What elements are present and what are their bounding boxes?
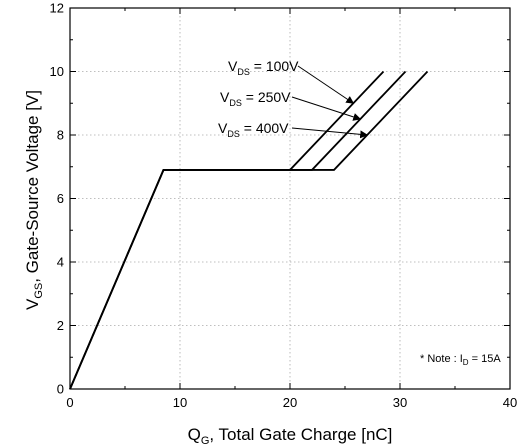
y-axis-title: VGS, Gate-Source Voltage [V]	[23, 90, 45, 310]
y-tick-label: 10	[50, 64, 64, 79]
x-tick-label: 30	[393, 395, 407, 410]
x-tick-label: 40	[503, 395, 517, 410]
y-tick-label: 4	[57, 255, 64, 270]
annotation-arrows	[291, 65, 369, 139]
y-tick-label: 2	[57, 318, 64, 333]
y-tick-label: 8	[57, 128, 64, 143]
annotation-vds-400: VDS = 400V	[218, 120, 289, 139]
y-tick-label: 12	[50, 1, 64, 16]
annotation-arrow-0	[297, 65, 355, 104]
series-line-2	[69, 70, 429, 390]
x-tick-label: 10	[173, 395, 187, 410]
annotation-vds-250: VDS = 250V	[220, 89, 291, 108]
x-axis-title: QG, Total Gate Charge [nC]	[188, 425, 393, 446]
annotation-arrow-1	[291, 96, 362, 121]
y-tick-labels: 0 2 4 6 8 10 12	[50, 1, 64, 397]
x-tick-label: 20	[283, 395, 297, 410]
axis-ticks	[69, 7, 511, 390]
annotation-vds-100: VDS = 100V	[228, 58, 299, 77]
annotation-arrow-2	[291, 127, 369, 139]
series-line-1	[69, 70, 407, 390]
x-tick-label: 0	[66, 395, 73, 410]
y-tick-label: 6	[57, 191, 64, 206]
test-condition-note: * Note : ID = 15A	[420, 353, 501, 367]
x-tick-labels: 0 10 20 30 40	[66, 395, 517, 410]
grid	[70, 8, 510, 389]
y-tick-label: 0	[57, 382, 64, 397]
